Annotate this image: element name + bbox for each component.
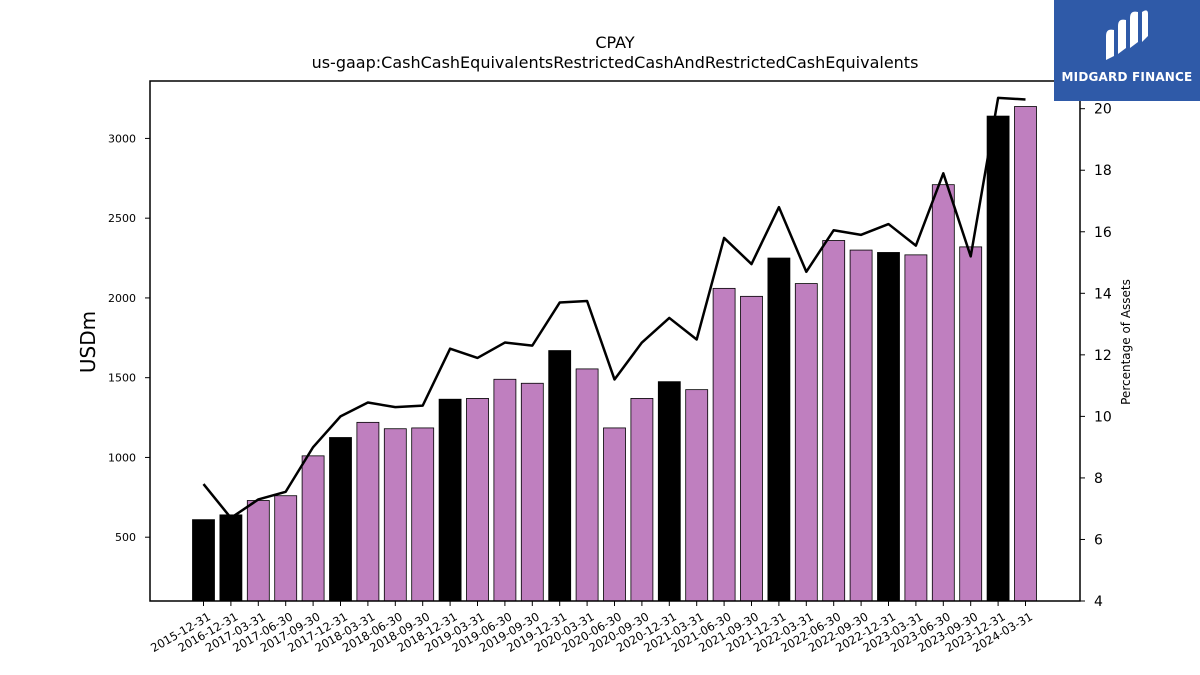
midgard-logo-icon (1106, 10, 1148, 60)
bar (822, 240, 846, 602)
y2-tick-label: 16 (1094, 225, 1112, 241)
y2-tick-label: 20 (1094, 102, 1112, 118)
bar (740, 295, 763, 602)
bar (548, 350, 572, 602)
bar-series (192, 106, 1037, 602)
bar (794, 283, 818, 602)
brand-logo: MIDGARD FINANCE (1054, 0, 1200, 101)
bar (603, 427, 626, 602)
bar (904, 254, 928, 602)
y2-tick-label: 6 (1094, 532, 1103, 548)
bar (466, 398, 489, 602)
bar (931, 184, 955, 602)
bar (959, 246, 983, 602)
bar (630, 398, 654, 602)
bar (986, 115, 1010, 602)
bar (329, 437, 352, 602)
chart-subtitle: us-gaap:CashCashEquivalentsRestrictedCas… (312, 53, 919, 72)
bar (877, 252, 900, 602)
bar (685, 389, 709, 602)
bar (301, 455, 325, 602)
line-series (202, 96, 1026, 520)
chart-title: CPAY (595, 33, 635, 52)
y-tick-label: 2000 (108, 292, 136, 305)
y2-tick-label: 12 (1094, 348, 1112, 364)
bar (1014, 106, 1037, 602)
bar (274, 495, 298, 602)
bar (520, 382, 544, 602)
bar (657, 381, 681, 602)
bar (356, 421, 380, 602)
bar (219, 514, 243, 602)
bar (493, 378, 517, 602)
bar (411, 427, 435, 602)
brand-name: MIDGARD FINANCE (1061, 70, 1193, 84)
y-axis-label: USDm (76, 311, 100, 373)
bar (383, 428, 407, 602)
bar (767, 257, 791, 602)
y2-tick-label: 8 (1094, 471, 1103, 487)
y2-tick-label: 18 (1094, 163, 1112, 179)
bar (575, 368, 599, 602)
axes (145, 80, 1085, 606)
y-tick-label: 1500 (108, 372, 136, 385)
y2-tick-label: 14 (1094, 286, 1112, 302)
y2-tick-label: 10 (1094, 409, 1112, 425)
bar (246, 500, 270, 602)
y2-axis-label: Percentage of Assets (1119, 279, 1133, 405)
bar (849, 249, 873, 602)
y-tick-label: 500 (115, 531, 136, 544)
percentage-line (202, 96, 1026, 520)
bar (438, 398, 462, 602)
bar (712, 287, 736, 602)
y-tick-label: 1000 (108, 451, 136, 464)
y2-tick-label: 4 (1094, 594, 1103, 610)
bar (192, 519, 215, 602)
y-tick-label: 2500 (108, 212, 136, 225)
y-tick-label: 3000 (108, 132, 136, 145)
